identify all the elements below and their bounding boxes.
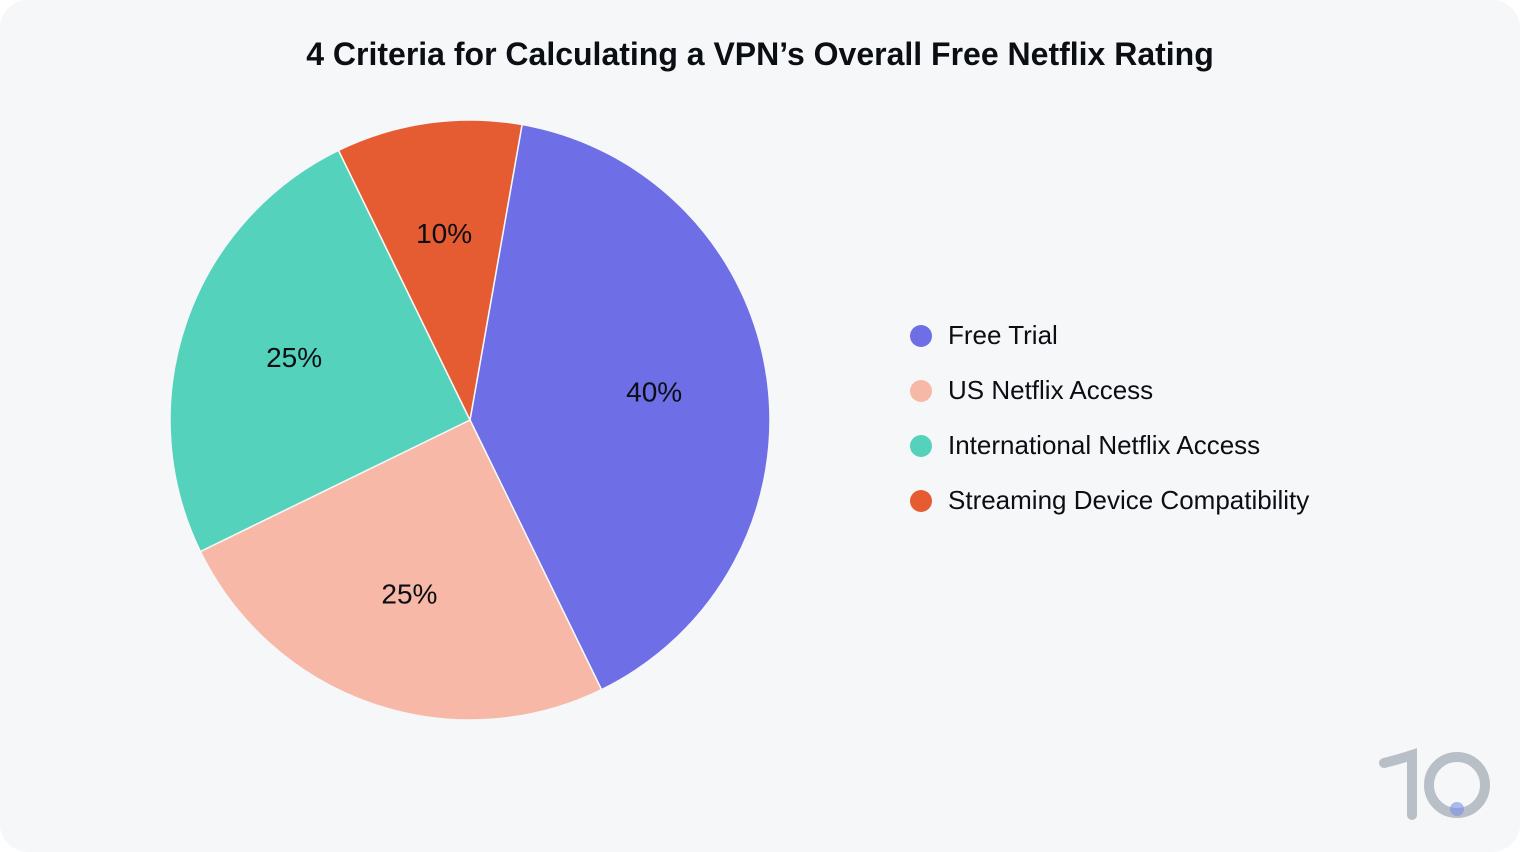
legend-label-device_compat: Streaming Device Compatibility: [948, 485, 1309, 516]
legend-swatch-intl_access: [910, 435, 932, 457]
pie-label-us_access: 25%: [381, 578, 437, 609]
pie-label-intl_access: 25%: [266, 342, 322, 373]
legend-item-free_trial: Free Trial: [910, 320, 1309, 351]
pie-chart: 40% 25% 25% 10%: [170, 120, 770, 720]
pie-label-device_compat: 10%: [416, 218, 472, 249]
legend-label-free_trial: Free Trial: [948, 320, 1058, 351]
pie-label-free_trial: 40%: [626, 377, 682, 408]
legend-swatch-free_trial: [910, 325, 932, 347]
pie-svg: 40% 25% 25% 10%: [170, 120, 770, 720]
watermark-svg: [1372, 745, 1492, 825]
legend-swatch-us_access: [910, 380, 932, 402]
legend-item-us_access: US Netflix Access: [910, 375, 1309, 406]
legend-label-intl_access: International Netflix Access: [948, 430, 1260, 461]
legend: Free Trial US Netflix Access International…: [910, 320, 1309, 516]
legend-label-us_access: US Netflix Access: [948, 375, 1153, 406]
watermark-logo: [1372, 745, 1492, 830]
chart-title: 4 Criteria for Calculating a VPN’s Overa…: [0, 36, 1520, 73]
legend-item-device_compat: Streaming Device Compatibility: [910, 485, 1309, 516]
legend-swatch-device_compat: [910, 490, 932, 512]
chart-card: 4 Criteria for Calculating a VPN’s Overa…: [0, 0, 1520, 852]
legend-item-intl_access: International Netflix Access: [910, 430, 1309, 461]
